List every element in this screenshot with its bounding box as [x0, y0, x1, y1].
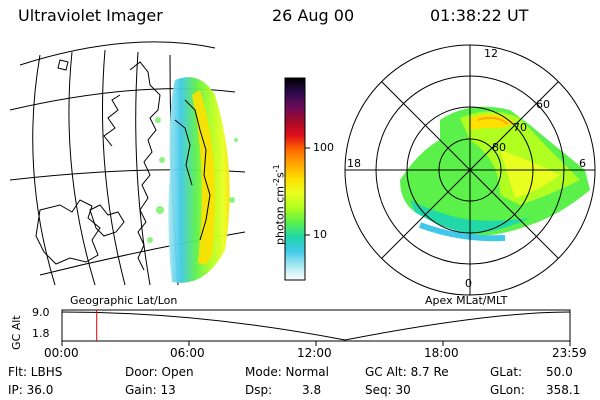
mlt-label-0: 0 — [465, 277, 472, 290]
dsp-label: Dsp: — [245, 383, 273, 397]
seq-info: Seq: 30 — [365, 383, 411, 397]
timeline-y-top: 9.0 — [32, 306, 50, 319]
colorbar — [284, 77, 310, 281]
gain-info: Gain: 13 — [125, 383, 176, 397]
mlt-label-18: 18 — [347, 157, 361, 170]
timeline-tick-1: 06:00 — [170, 346, 205, 360]
observation-date: 26 Aug 00 — [272, 6, 355, 25]
timeline-tick-0: 00:00 — [44, 346, 79, 360]
glon-value: 358.1 — [546, 383, 581, 397]
dsp-value: 3.8 — [302, 383, 322, 397]
timeline-tick-4: 23:59 — [552, 346, 587, 360]
mlt-label-12: 12 — [484, 47, 498, 60]
observation-time: 01:38:22 UT — [430, 6, 529, 25]
timeline-tick-3: 18:00 — [424, 346, 459, 360]
geographic-map — [10, 41, 246, 286]
timeline-plot — [61, 309, 571, 346]
geographic-caption: Geographic Lat/Lon — [70, 294, 178, 307]
door-info: Door: Open — [125, 365, 194, 379]
mlat-label-70: 70 — [513, 121, 527, 134]
glat-value: 50.0 — [546, 365, 573, 379]
mode-info: Mode: Normal — [245, 365, 329, 379]
polar-plot — [344, 44, 596, 296]
timeline-axis-label: GC Alt — [10, 315, 23, 350]
mlt-label-6: 6 — [579, 157, 586, 170]
timeline-tick-2: 12:00 — [297, 346, 332, 360]
mlat-label-60: 60 — [536, 98, 550, 111]
colorbar-tick-10: 10 — [313, 228, 327, 241]
filter-info: Flt: LBHS — [8, 365, 63, 379]
colorbar-unit-label: photon cm-2s-1 — [272, 164, 287, 245]
ip-info: IP: 36.0 — [8, 383, 54, 397]
instrument-title: Ultraviolet Imager — [18, 6, 163, 25]
glon-label: GLon: — [490, 383, 525, 397]
glat-label: GLat: — [490, 365, 523, 379]
mlat-label-80: 80 — [492, 141, 506, 154]
apex-caption: Apex MLat/MLT — [425, 294, 508, 307]
timeline-y-bottom: 1.8 — [32, 327, 50, 340]
gc-alt-info: GC Alt: 8.7 Re — [365, 365, 449, 379]
colorbar-tick-100: 100 — [313, 141, 334, 154]
